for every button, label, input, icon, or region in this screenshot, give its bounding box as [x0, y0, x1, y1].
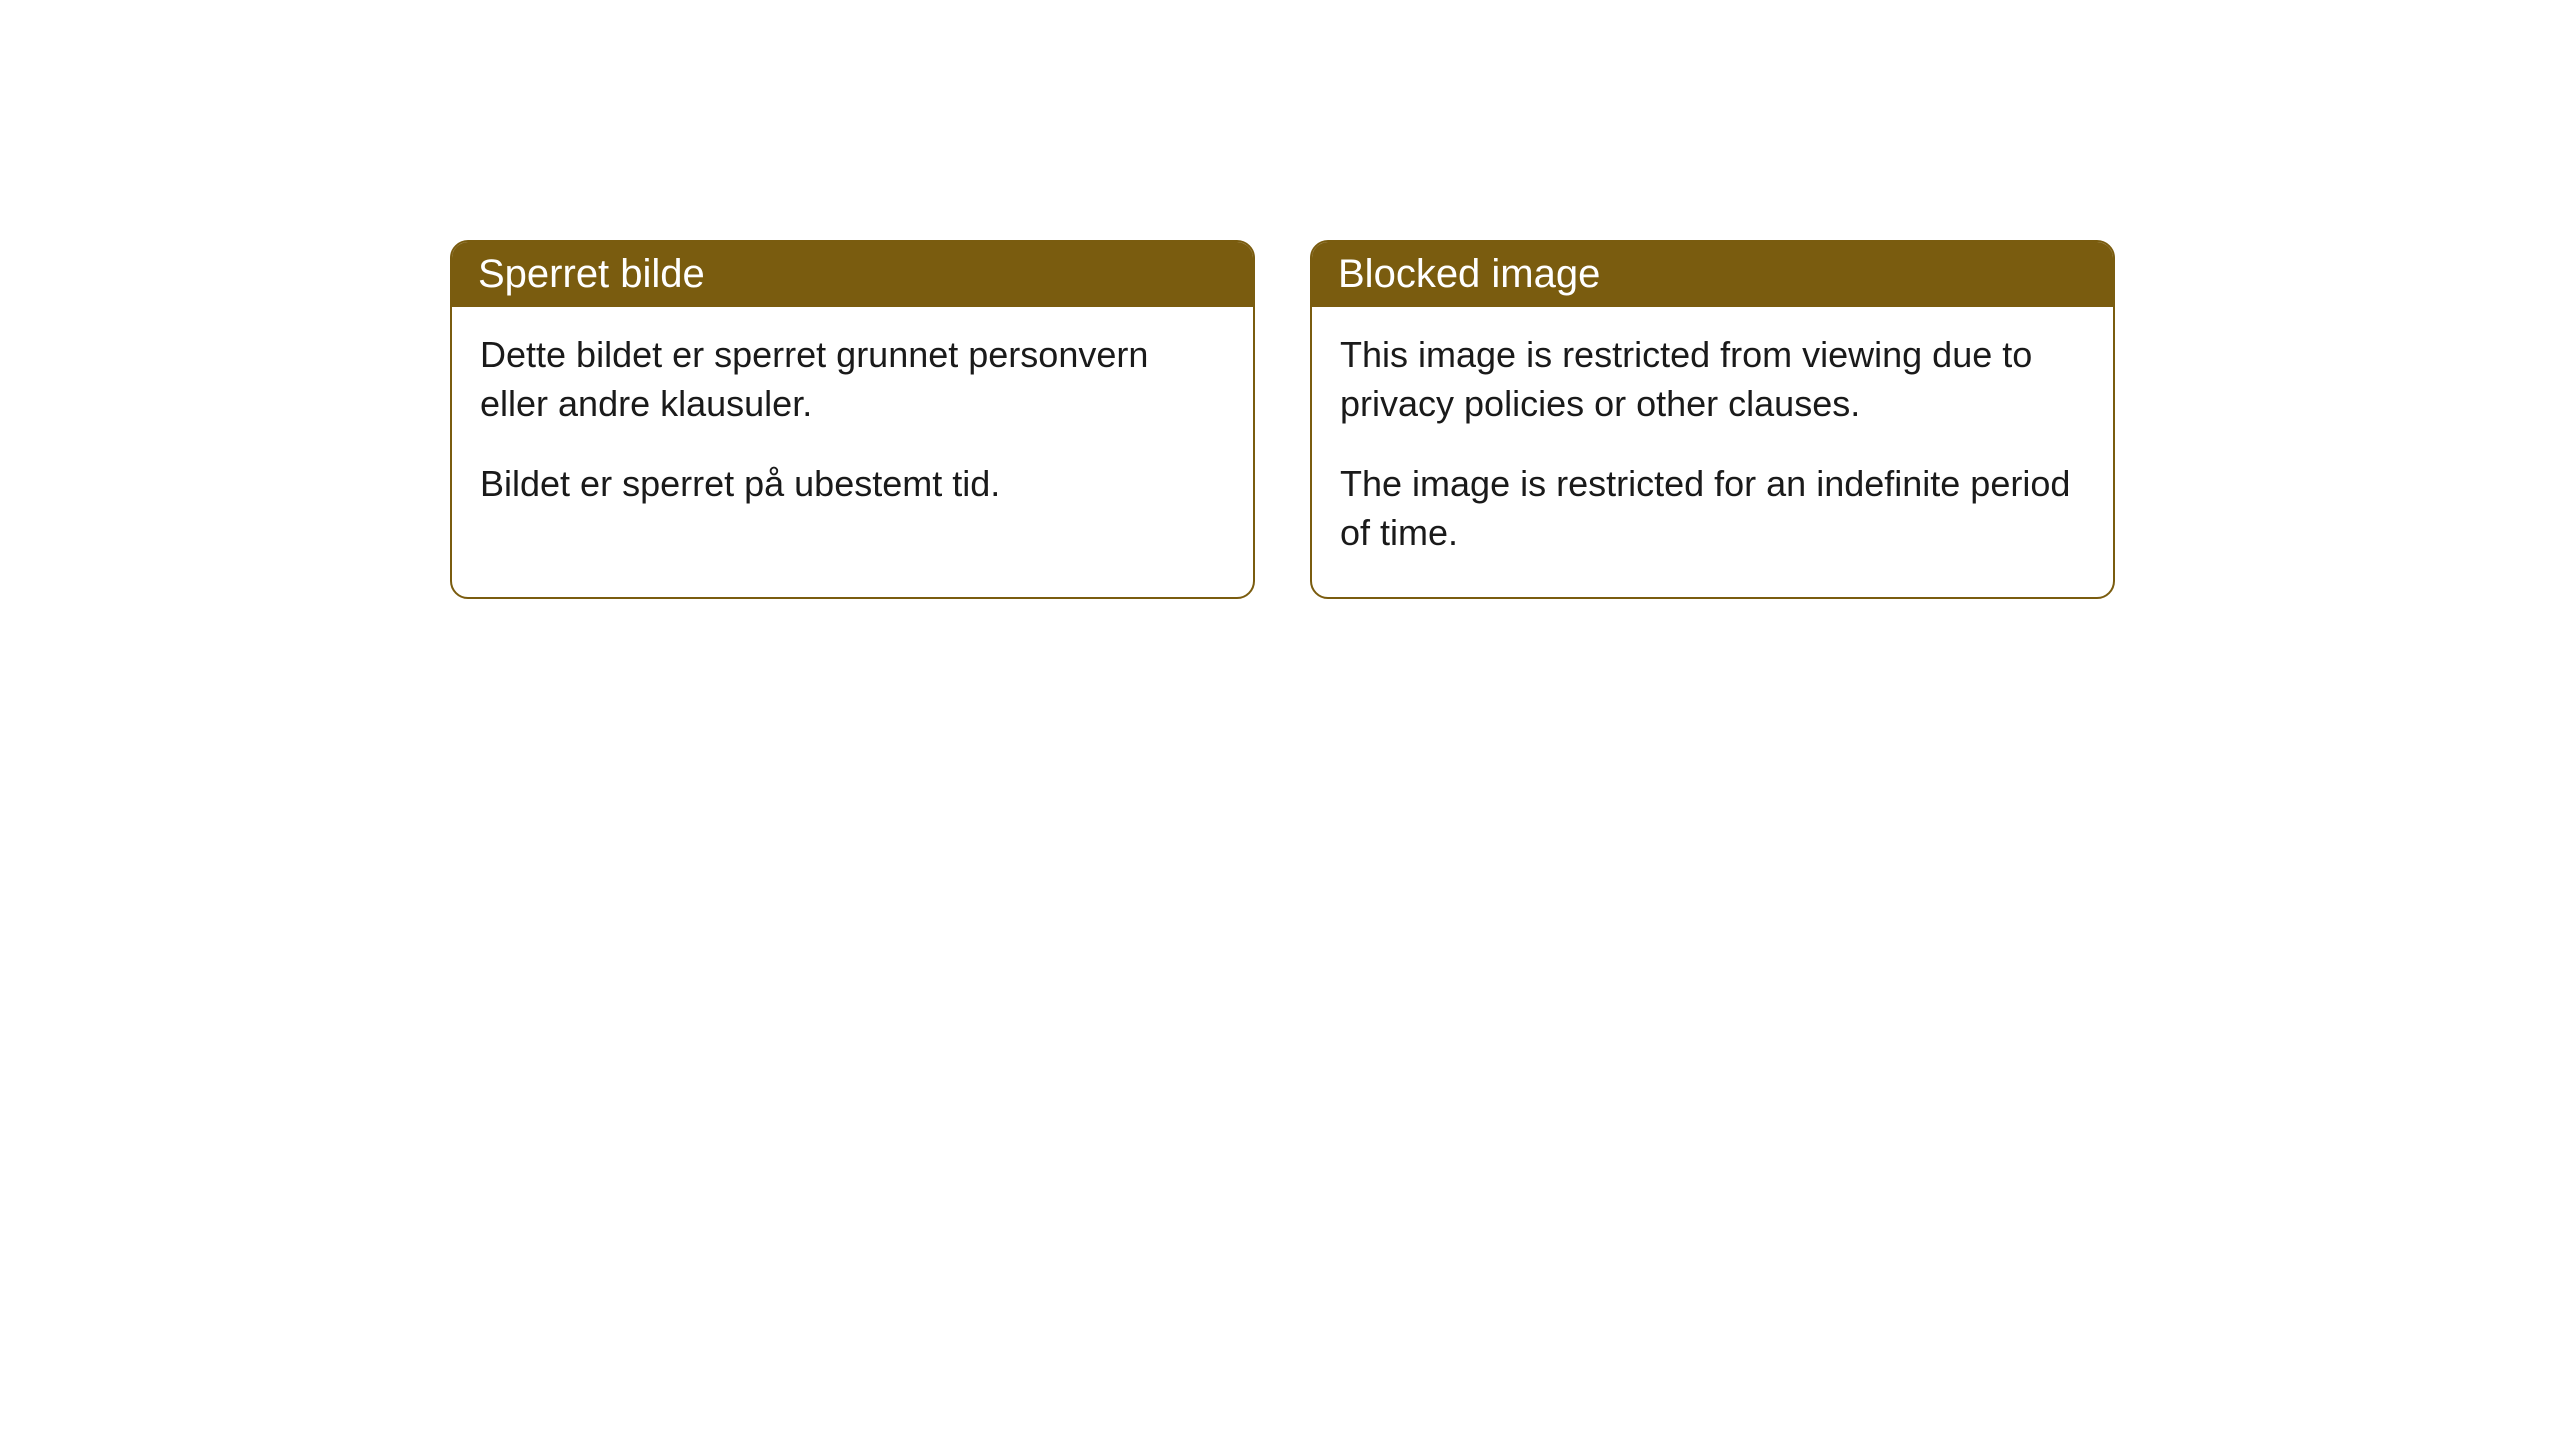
- card-title: Blocked image: [1338, 252, 1600, 296]
- card-paragraph: Bildet er sperret på ubestemt tid.: [480, 460, 1225, 509]
- notice-card-norwegian: Sperret bilde Dette bildet er sperret gr…: [450, 240, 1255, 599]
- card-title: Sperret bilde: [478, 252, 705, 296]
- cards-container: Sperret bilde Dette bildet er sperret gr…: [450, 240, 2115, 599]
- card-body: This image is restricted from viewing du…: [1312, 307, 2113, 597]
- card-paragraph: The image is restricted for an indefinit…: [1340, 460, 2085, 557]
- card-paragraph: Dette bildet er sperret grunnet personve…: [480, 331, 1225, 428]
- notice-card-english: Blocked image This image is restricted f…: [1310, 240, 2115, 599]
- card-header: Sperret bilde: [452, 242, 1253, 307]
- card-header: Blocked image: [1312, 242, 2113, 307]
- card-paragraph: This image is restricted from viewing du…: [1340, 331, 2085, 428]
- card-body: Dette bildet er sperret grunnet personve…: [452, 307, 1253, 549]
